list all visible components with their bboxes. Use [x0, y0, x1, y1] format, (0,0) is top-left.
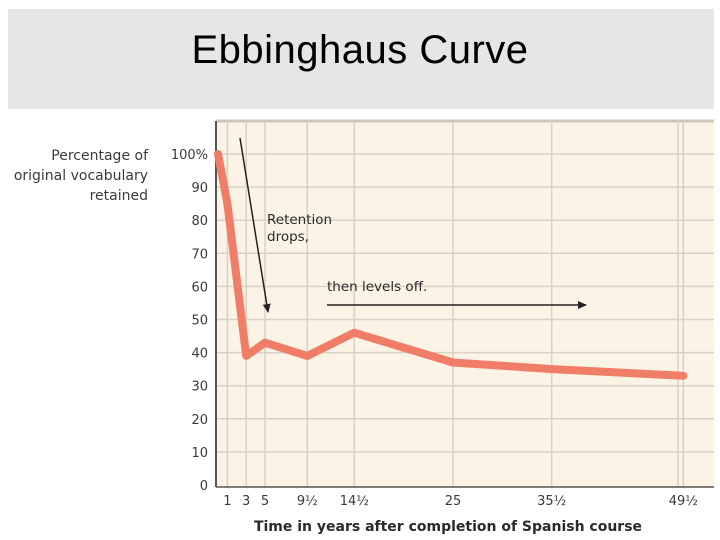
- y-axis-label-line-1: Percentage of: [51, 148, 148, 164]
- data-point: [350, 329, 358, 337]
- y-tick-label: 70: [191, 247, 208, 262]
- data-point: [261, 339, 269, 347]
- data-point: [242, 352, 250, 360]
- annotation-drops: drops,: [267, 229, 309, 245]
- y-tick-labels: 0 10 20 30 40 50 60 70 80 90 100%: [171, 148, 208, 494]
- slide-title: Ebbinghaus Curve: [191, 28, 529, 72]
- x-tick-label: 9½: [297, 494, 318, 509]
- y-axis-label: Percentage of original vocabulary retain…: [0, 146, 148, 206]
- x-tick-labels: 1 3 5 9½ 14½ 25 35½ 49½: [223, 494, 698, 509]
- data-point: [679, 372, 687, 380]
- data-point: [449, 359, 457, 367]
- x-axis-label: Time in years after completion of Spanis…: [254, 519, 642, 535]
- title-bar: [8, 9, 714, 109]
- y-tick-label: 20: [191, 413, 208, 428]
- x-tick-label: 49½: [669, 494, 698, 509]
- y-tick-label: 40: [191, 347, 208, 362]
- plot-background: [216, 121, 714, 487]
- x-tick-label: 3: [242, 494, 250, 509]
- y-axis-label-line-3: retained: [89, 188, 148, 204]
- annotation-retention: Retention: [267, 212, 332, 228]
- data-point: [303, 352, 311, 360]
- x-tick-label: 14½: [340, 494, 369, 509]
- y-tick-label: 60: [191, 280, 208, 295]
- data-point: [223, 200, 231, 208]
- y-tick-label: 0: [200, 479, 208, 494]
- x-tick-label: 1: [223, 494, 231, 509]
- y-tick-label: 30: [191, 380, 208, 395]
- y-tick-label: 50: [191, 314, 208, 329]
- x-tick-label: 35½: [537, 494, 566, 509]
- series-points: [214, 150, 687, 380]
- x-tick-label: 5: [261, 494, 269, 509]
- retention-arrow: [239, 137, 271, 313]
- y-tick-label: 10: [191, 446, 208, 461]
- y-tick-label: 100%: [171, 148, 208, 163]
- x-tick-label: 25: [445, 494, 462, 509]
- y-axis-label-line-2: original vocabulary: [13, 168, 148, 184]
- annotation-levels-off: then levels off.: [327, 279, 427, 295]
- y-tick-label: 90: [191, 181, 208, 196]
- data-point: [548, 365, 556, 373]
- y-tick-label: 80: [191, 214, 208, 229]
- data-point: [214, 150, 222, 158]
